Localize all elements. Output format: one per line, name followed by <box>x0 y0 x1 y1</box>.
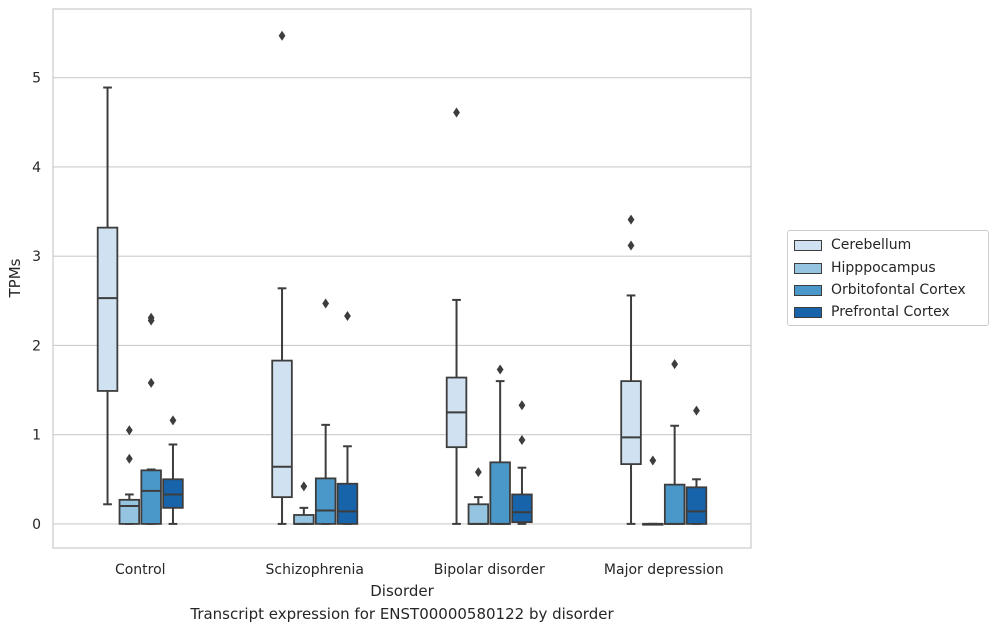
box-group <box>96 86 119 506</box>
legend-label: Prefrontal Cortex <box>831 304 950 320</box>
outlier-point <box>627 240 635 251</box>
box-group <box>642 455 664 526</box>
box-group <box>467 467 490 525</box>
box-iqr <box>663 483 686 525</box>
box-iqr <box>511 493 533 524</box>
box-group <box>620 214 642 525</box>
box-iqr <box>467 503 490 525</box>
boxes <box>96 30 708 526</box>
box-group <box>445 107 468 525</box>
outlier-point <box>322 298 330 309</box>
box-group <box>663 359 686 525</box>
legend-label: Orbitofontal Cortex <box>831 282 966 298</box>
legend-item-prefrontal: Prefrontal Cortex <box>794 302 950 322</box>
legend-swatch <box>794 262 822 274</box>
box-iqr <box>96 226 119 392</box>
legend-swatch <box>794 239 822 251</box>
box-iqr <box>489 461 511 525</box>
box-iqr <box>336 482 359 525</box>
outlier-point <box>278 30 286 41</box>
x-tick-label: Schizophrenia <box>266 562 364 578</box>
outlier-point <box>125 425 133 436</box>
legend-item-cerebellum: Cerebellum <box>794 235 911 255</box>
x-tick-label: Control <box>115 562 166 578</box>
outlier-point <box>671 359 679 370</box>
outlier-point <box>453 107 460 118</box>
box-group <box>685 405 708 525</box>
outlier-point <box>125 453 133 464</box>
outlier-point <box>627 214 635 225</box>
box-group <box>271 30 293 525</box>
y-tick-label: 0 <box>32 517 41 533</box>
x-tick-label: Major depression <box>604 562 724 578</box>
legend-label: Hipppocampus <box>831 260 936 276</box>
outlier-point <box>169 415 177 426</box>
box-group <box>336 310 359 525</box>
y-axis-label: TPMs <box>6 258 24 298</box>
box-group <box>314 298 337 525</box>
outlier-point <box>518 435 526 446</box>
box-group <box>140 312 162 525</box>
outlier-point <box>474 467 482 478</box>
outlier-point <box>300 481 308 492</box>
outlier-point <box>693 405 700 416</box>
outlier-point <box>147 312 155 323</box>
y-tick-label: 4 <box>32 160 41 176</box>
y-tick-label: 3 <box>32 249 41 265</box>
y-tick-label: 5 <box>32 71 41 87</box>
box-iqr <box>293 514 315 525</box>
outlier-point <box>649 455 657 466</box>
box-iqr <box>685 486 708 525</box>
outlier-point <box>496 364 504 375</box>
box-iqr <box>118 498 141 525</box>
box-iqr <box>271 359 293 499</box>
outlier-point <box>344 310 351 321</box>
plot-frame <box>52 8 752 549</box>
box-iqr <box>620 380 642 466</box>
y-tick-label: 1 <box>32 428 41 444</box>
chart-caption: Transcript expression for ENST0000058012… <box>190 605 614 623</box>
legend-swatch <box>794 306 822 318</box>
outlier-point <box>518 400 526 411</box>
legend-swatch <box>794 284 822 296</box>
box-iqr <box>140 469 162 525</box>
outlier-point <box>147 377 155 388</box>
box-iqr <box>314 477 337 525</box>
legend: Cerebellum Hipppocampus Orbitofontal Cor… <box>787 230 989 326</box>
x-tick-label: Bipolar disorder <box>434 562 545 578</box>
box-group <box>118 425 141 525</box>
box-group <box>293 481 315 525</box>
grid-lines <box>53 77 751 525</box>
y-tick-label: 2 <box>32 338 41 354</box>
box-group <box>511 400 533 525</box>
tick-labels: 0 1 2 3 4 5 Control Schizophrenia Bipolar disord… <box>32 71 724 578</box>
box-group <box>489 364 511 525</box>
box-group <box>162 415 184 525</box>
x-axis-label: Disorder <box>370 582 434 600</box>
legend-item-hippocampus: Hipppocampus <box>794 258 936 278</box>
legend-item-orbitofrontal: Orbitofontal Cortex <box>794 280 966 300</box>
legend-label: Cerebellum <box>831 237 912 253</box>
